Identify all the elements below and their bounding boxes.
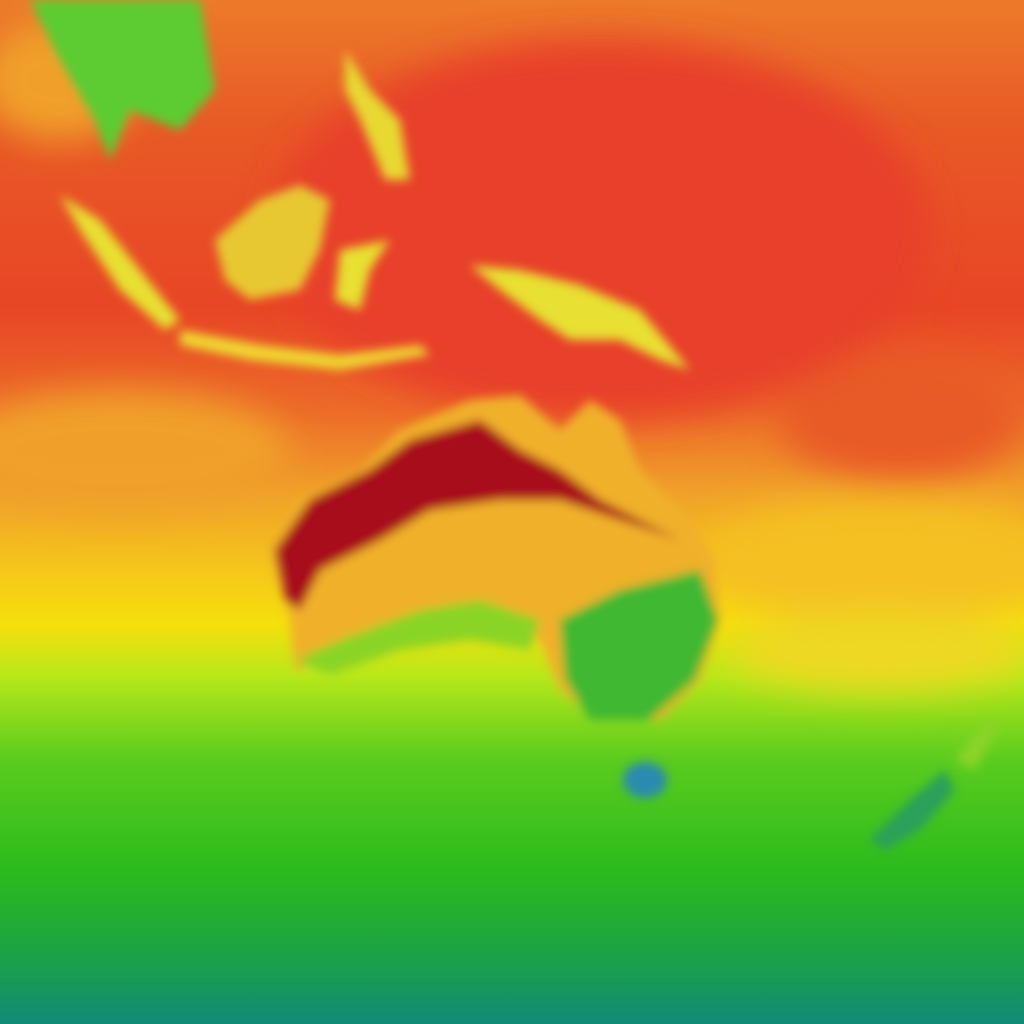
new-guinea [470,265,690,370]
philippines [345,50,410,180]
australia-hot-interior [275,420,680,610]
borneo [215,185,330,300]
australia-south-coast [295,600,540,675]
australia-southeast-highlands [560,570,718,720]
sulawesi [335,240,390,310]
indochina [30,0,215,160]
sumatra [60,195,180,330]
ocean-anomalies [0,20,1024,690]
new-zealand-north [955,720,1000,770]
new-zealand [870,770,955,850]
java-lesser-sunda [180,330,430,370]
tasmania [623,762,667,798]
